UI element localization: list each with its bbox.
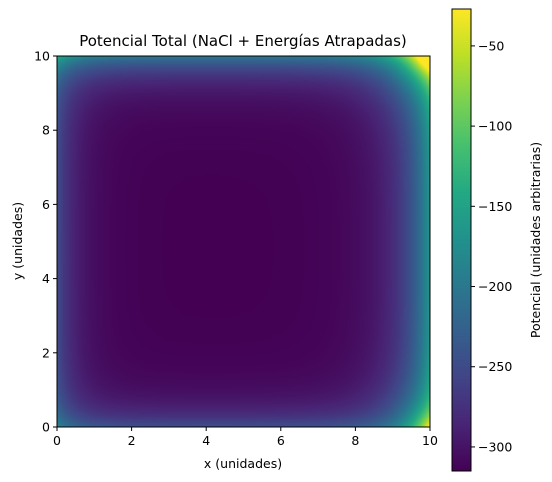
y-axis-label: y (unidades) — [10, 202, 25, 280]
x-tick-label: 4 — [202, 433, 210, 448]
colorbar-tick-label: −150 — [478, 199, 512, 214]
x-tick-label: 6 — [277, 433, 285, 448]
colorbar-gradient — [451, 8, 472, 472]
x-axis-label: x (unidades) — [204, 456, 282, 471]
x-tick-label: 2 — [128, 433, 136, 448]
colorbar-tick-label: −50 — [478, 38, 504, 53]
plot-frame — [56, 55, 431, 428]
colorbar-label: Potencial (unidades arbitrarias) — [528, 142, 543, 338]
y-tick-label: 2 — [42, 345, 50, 360]
y-tick-label: 4 — [42, 271, 50, 286]
x-tick-label: 0 — [53, 433, 61, 448]
colorbar-ticks: −300 −250 −200 −150 −100 −50 — [471, 38, 512, 454]
colorbar-tick-label: −300 — [478, 439, 512, 454]
heatmap-image — [57, 56, 430, 427]
y-tick-label: 8 — [42, 123, 50, 138]
x-tick-label: 8 — [351, 433, 359, 448]
y-tick-label: 0 — [42, 420, 50, 435]
colorbar-tick-label: −100 — [478, 119, 512, 134]
x-tick-label: 10 — [422, 433, 438, 448]
y-axis-ticks: 0 2 4 6 8 10 — [34, 49, 57, 435]
y-tick-label: 6 — [42, 197, 50, 212]
colorbar: −300 −250 −200 −150 −100 −50 Potencial (unida… — [451, 8, 543, 472]
colorbar-tick-label: −200 — [478, 279, 512, 294]
x-axis-ticks: 0 2 4 6 8 10 — [53, 427, 438, 448]
chart-title: Potencial Total (NaCl + Energías Atrapad… — [79, 32, 407, 50]
y-tick-label: 10 — [34, 49, 50, 64]
heatmap-plot-area — [56, 55, 431, 428]
colorbar-tick-label: −250 — [478, 359, 512, 374]
